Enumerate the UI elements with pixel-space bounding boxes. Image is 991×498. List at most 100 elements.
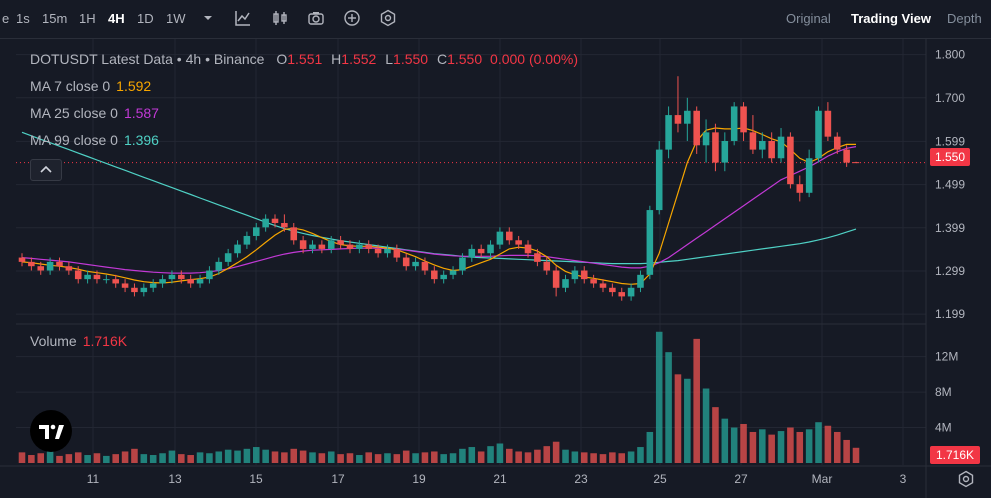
volume-bar <box>562 449 569 463</box>
ma7-line <box>21 127 856 285</box>
candle-body <box>468 248 476 258</box>
volume-bar <box>356 455 363 463</box>
volume-bar <box>65 454 73 463</box>
volume-bar <box>327 451 335 463</box>
candle-body <box>721 140 729 163</box>
time-tick-label: 15 <box>249 472 263 486</box>
candle-body <box>346 244 354 249</box>
volume-bar <box>468 447 476 463</box>
volume-bar <box>421 452 429 463</box>
candle-body <box>393 248 401 258</box>
candle-body <box>18 257 26 262</box>
ma7-label: MA 7 close 0 <box>30 78 111 94</box>
candle-body <box>365 244 372 249</box>
timeframe-15m[interactable]: 15m <box>42 11 68 26</box>
volume-label: Volume <box>30 333 77 349</box>
candle-body <box>93 274 101 280</box>
legend-high-value: 1.552 <box>341 51 377 67</box>
settings-icon[interactable] <box>379 9 397 27</box>
time-tick-label: 19 <box>412 472 426 486</box>
ma7-value: 1.592 <box>116 78 152 94</box>
volume-bar <box>440 454 447 463</box>
candle-body <box>487 244 494 254</box>
volume-bar <box>234 450 241 463</box>
candle-body <box>178 274 185 280</box>
volume-bar <box>178 454 185 463</box>
view-tradingview-tab[interactable]: Trading View <box>851 11 931 26</box>
ma99-line-layer <box>21 131 857 265</box>
ma7-line-layer <box>21 127 856 285</box>
price-tick-label: 1.199 <box>935 307 965 321</box>
volume-bar <box>299 450 307 463</box>
timeframe-1d[interactable]: 1D <box>137 11 154 26</box>
candle-body <box>768 140 775 159</box>
volume-tick-label: 4M <box>935 421 952 435</box>
candle-body <box>252 227 260 236</box>
legend-low-label: L <box>385 51 394 67</box>
candle-body <box>103 279 110 281</box>
volume-bar <box>702 388 710 463</box>
candle-body <box>852 162 860 164</box>
candle-body <box>712 132 719 163</box>
candle-body <box>543 261 551 271</box>
candle-body <box>402 257 410 267</box>
volume-bar <box>740 423 747 463</box>
candle-body <box>356 244 363 249</box>
legend-open-value: 1.551 <box>287 51 323 67</box>
add-indicator-icon[interactable] <box>343 9 361 27</box>
legend-separator: • <box>176 51 182 67</box>
volume-bar <box>431 451 438 463</box>
candle-body <box>271 218 279 224</box>
volume-bar <box>187 455 194 463</box>
volume-bar <box>271 451 279 463</box>
camera-icon[interactable] <box>307 9 325 27</box>
volume-bar <box>318 453 326 463</box>
legend-separator: • <box>205 51 210 67</box>
volume-tick-label: 12M <box>935 350 958 364</box>
volume-bar <box>787 427 794 463</box>
volume-bar <box>112 454 119 463</box>
price-chart[interactable]: 1.800 1.700 1.599 1.499 1.399 1.299 1.199 12M 8… <box>0 39 991 498</box>
candle-body <box>609 287 616 293</box>
volume-bar <box>149 455 157 463</box>
timeframe-4h[interactable]: 4H <box>108 11 125 26</box>
candle-body <box>121 283 129 288</box>
volume-bar <box>506 448 513 463</box>
legend-main: DOTUSDT Latest Data • 4h • Binance O1.55… <box>30 51 578 67</box>
volume-bar <box>477 451 485 463</box>
timeframe-1h[interactable]: 1H <box>79 11 96 26</box>
candle-body <box>805 158 813 193</box>
candle-body <box>374 248 382 254</box>
chart-settings-icon[interactable] <box>957 470 975 488</box>
ma99-line <box>21 131 857 265</box>
collapse-legend-button[interactable] <box>30 159 62 181</box>
candle-body <box>740 106 747 133</box>
candle-body <box>580 270 588 280</box>
volume-bar <box>252 447 260 463</box>
candles-layer <box>18 76 860 301</box>
timeframe-1w[interactable]: 1W <box>166 11 186 26</box>
volume-bar <box>56 455 63 463</box>
candle-body <box>187 279 194 284</box>
volume-bar <box>215 451 223 463</box>
volume-bar <box>684 378 691 463</box>
volume-bar <box>168 450 176 463</box>
candlestick-icon[interactable] <box>271 9 289 27</box>
volume-bar <box>374 454 382 463</box>
candle-body <box>552 270 560 288</box>
timeframe-1s[interactable]: 1s <box>16 11 30 26</box>
price-tick-label: 1.599 <box>935 134 965 148</box>
volume-bar <box>543 446 551 463</box>
time-tick-label: 11 <box>87 472 100 486</box>
candle-body <box>384 248 391 254</box>
time-tick-label: 17 <box>331 472 345 486</box>
chevron-down-icon[interactable] <box>199 9 217 27</box>
view-original-tab[interactable]: Original <box>786 11 831 26</box>
ma25-line-layer <box>21 146 857 274</box>
view-depth-tab[interactable]: Depth <box>947 11 982 26</box>
timeframe-cut-label[interactable]: e <box>2 11 10 26</box>
volume-bar <box>777 431 785 463</box>
line-chart-icon[interactable] <box>234 9 252 27</box>
volume-bar <box>599 454 607 463</box>
candle-body <box>843 149 850 163</box>
